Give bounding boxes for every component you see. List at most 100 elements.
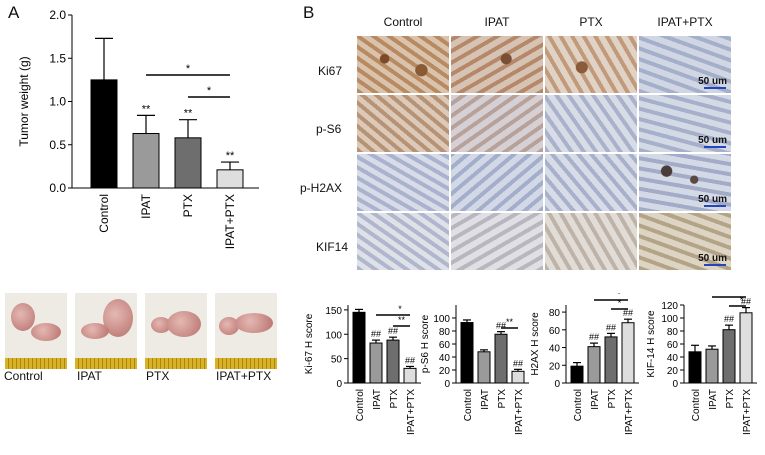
kif14-hscore-chart: 0 20 40 60 80 100 120 KIF-14 H score ## ## Control…: [646, 293, 757, 435]
y-axis-label: p-S6 H score: [420, 314, 431, 373]
ihc-image-ki67-ptx: [545, 36, 637, 93]
x-tick-label: Control: [691, 389, 702, 421]
y-tick-label: 20: [667, 366, 679, 377]
y-tick-label: 0: [672, 379, 678, 390]
scale-bar: [704, 146, 726, 148]
panel-b-label: B: [303, 3, 315, 22]
y-tick-label: 1.0: [49, 95, 66, 109]
bar-ipat: [369, 342, 383, 384]
tumor-photo-ptx: [145, 293, 207, 369]
y-tick-label: 100: [433, 314, 450, 325]
ihc-column-control: Control: [383, 15, 423, 29]
significance-label: **: [184, 108, 193, 120]
x-tick-label: PTX: [607, 389, 618, 409]
y-tick-label: 50: [331, 355, 343, 366]
bar-ipat-ptx: [739, 312, 753, 384]
y-tick-label: 2.0: [49, 8, 66, 22]
significance-label: ##: [405, 355, 415, 365]
ihc-row-kif14: KIF14: [316, 240, 349, 254]
x-tick-label: IPAT+PTX: [223, 194, 237, 249]
tumor-photo-ipat: [75, 293, 137, 369]
x-tick-label: Control: [97, 194, 111, 233]
significance-label: ##: [388, 326, 398, 336]
x-tick-label: IPAT: [708, 389, 719, 410]
significance-label: **: [226, 150, 235, 162]
y-axis-label: Tumor weight (g): [17, 56, 31, 146]
y-tick-label: 80: [667, 327, 679, 338]
scale-bar: [704, 264, 726, 266]
y-tick-label: 120: [661, 301, 678, 312]
y-tick-label: 40: [549, 344, 561, 355]
bar-control: [90, 79, 118, 189]
significance-label: ##: [724, 314, 734, 324]
y-tick-label: 40: [439, 353, 451, 364]
comparison-label: *: [740, 295, 744, 305]
y-tick-label: 40: [667, 353, 679, 364]
ihc-row-ps6: p-S6: [316, 122, 342, 136]
comparison-label: *: [186, 63, 191, 75]
ihc-image-ph2ax-ptx: [545, 154, 637, 211]
significance-label: ##: [371, 329, 381, 339]
y-tick-label: 60: [667, 340, 679, 351]
bar-ipat-ptx: [403, 367, 417, 384]
ihc-image-ph2ax-ipat: [451, 154, 543, 211]
bar-ipat-ptx: [216, 169, 244, 189]
significance-label: ##: [606, 322, 616, 332]
y-tick-label: 80: [439, 327, 451, 338]
tumor-photo-ipat-ptx: [215, 293, 277, 369]
comparison-label: *: [398, 304, 402, 314]
ruler: [75, 358, 137, 369]
scale-label: 50 um: [698, 253, 727, 264]
bar-ptx: [604, 336, 618, 384]
comparison-label: *: [617, 293, 621, 299]
significance-label: ##: [741, 297, 751, 307]
photo-label-ipat-ptx: IPAT+PTX: [216, 369, 272, 383]
ihc-image-ki67-ipat-ptx: 50 um: [639, 36, 731, 93]
comparison-label: **: [506, 317, 514, 327]
y-tick-label: 0.5: [49, 138, 66, 152]
ihc-row-ki67: Ki67: [318, 64, 343, 78]
x-tick-label: IPAT+PTX: [406, 389, 417, 435]
photo-label-ipat: IPAT: [77, 369, 102, 383]
tumor-photo-control: [5, 293, 67, 369]
significance-label: ##: [513, 358, 523, 368]
x-tick-label: PTX: [497, 389, 508, 409]
ruler: [145, 358, 207, 369]
bar-control: [352, 311, 366, 384]
panel-a-label: A: [8, 3, 20, 22]
y-axis-label: KIF-14 H score: [646, 310, 657, 378]
bar-ipat-ptx: [621, 322, 635, 384]
comparison-label: **: [398, 315, 406, 325]
h2ax-hscore-chart: 0 20 40 60 80 H2AX H score ## ## ## Control IPAT PT…: [530, 293, 639, 435]
significance-label: ##: [623, 308, 633, 318]
y-tick-label: 20: [439, 366, 451, 377]
bar-ptx: [174, 137, 202, 189]
significance-label: ##: [589, 332, 599, 342]
ihc-image-ki67-control: [357, 36, 449, 93]
ruler: [5, 358, 67, 369]
x-tick-label: PTX: [725, 389, 736, 409]
scale-label: 50 um: [698, 135, 727, 146]
x-tick-label: IPAT: [590, 389, 601, 410]
y-axis-label: Ki-67 H score: [304, 313, 315, 374]
comparison-label: **: [725, 293, 733, 296]
ihc-image-ps6-ipat: [451, 95, 543, 152]
x-tick-label: Control: [573, 389, 584, 421]
bar-ipat-ptx: [511, 370, 525, 384]
x-tick-label: Control: [355, 389, 366, 421]
significance-label: ##: [496, 321, 506, 331]
y-tick-label: 0: [336, 379, 342, 390]
scale-bar: [704, 87, 726, 89]
scale-bar: [704, 205, 726, 207]
ihc-image-ps6-control: [357, 95, 449, 152]
ki67-hscore-chart: 0 50 100 150 Ki-67 H score ## ## ## Control IPAT P…: [304, 304, 421, 435]
ihc-column-ipat-ptx: IPAT+PTX: [657, 15, 713, 29]
y-tick-label: 80: [549, 308, 561, 319]
x-tick-label: IPAT+PTX: [742, 389, 753, 435]
ihc-row-ph2ax: p-H2AX: [300, 181, 343, 195]
bar-control: [460, 322, 474, 384]
y-tick-label: 150: [325, 306, 342, 317]
x-tick-label: IPAT: [372, 389, 383, 410]
